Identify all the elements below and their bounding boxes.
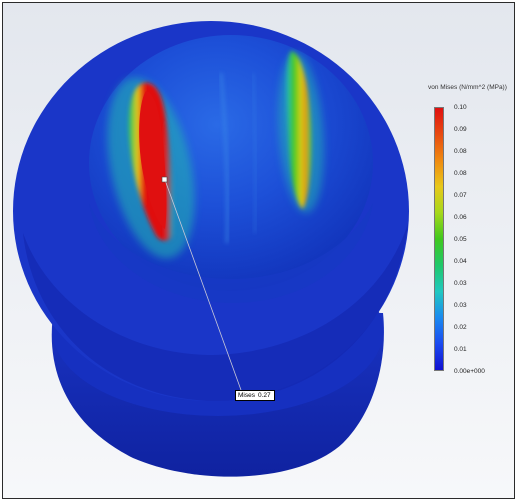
- legend-label: 0.05: [454, 236, 467, 243]
- stress-plot-model[interactable]: [3, 3, 515, 499]
- right-stress-zone: [286, 51, 312, 209]
- legend-label: 0.08: [454, 170, 467, 177]
- legend-labels: 0.10 0.09 0.08 0.08 0.07 0.06 0.05 0.04 …: [454, 104, 514, 375]
- legend-color-bar: [434, 107, 444, 371]
- probe-marker: [161, 176, 168, 183]
- legend-label: 0.08: [454, 148, 467, 155]
- stress-legend[interactable]: von Mises (N/mm^2 (MPa)) 0.10 0.09 0.08 …: [424, 80, 514, 380]
- legend-label: 0.00e+000: [454, 368, 485, 375]
- probe-leader-line: [164, 179, 242, 391]
- probe-result-box[interactable]: Mises 0.27: [235, 390, 275, 401]
- legend-label: 0.02: [454, 324, 467, 331]
- legend-label: 0.03: [454, 280, 467, 287]
- probe-value: 0.27: [257, 392, 271, 399]
- flange-shade: [23, 223, 408, 401]
- viewport-frame: von Mises (N/mm^2 (MPa)) 0.10 0.09 0.08 …: [2, 2, 515, 499]
- legend-label: 0.03: [454, 302, 467, 309]
- left-peak-zone: [139, 91, 167, 229]
- legend-label: 0.06: [454, 214, 467, 221]
- legend-title: von Mises (N/mm^2 (MPa)): [428, 84, 507, 91]
- graphics-viewport[interactable]: von Mises (N/mm^2 (MPa)) 0.10 0.09 0.08 …: [3, 3, 514, 498]
- legend-label: 0.09: [454, 126, 467, 133]
- probe-key: Mises: [238, 392, 255, 399]
- legend-label: 0.10: [454, 104, 467, 111]
- legend-label: 0.07: [454, 192, 467, 199]
- legend-label: 0.01: [454, 346, 467, 353]
- legend-label: 0.04: [454, 258, 467, 265]
- dome-lower-band: [89, 203, 373, 303]
- center-streak: [219, 72, 230, 244]
- center-streak: [252, 72, 257, 234]
